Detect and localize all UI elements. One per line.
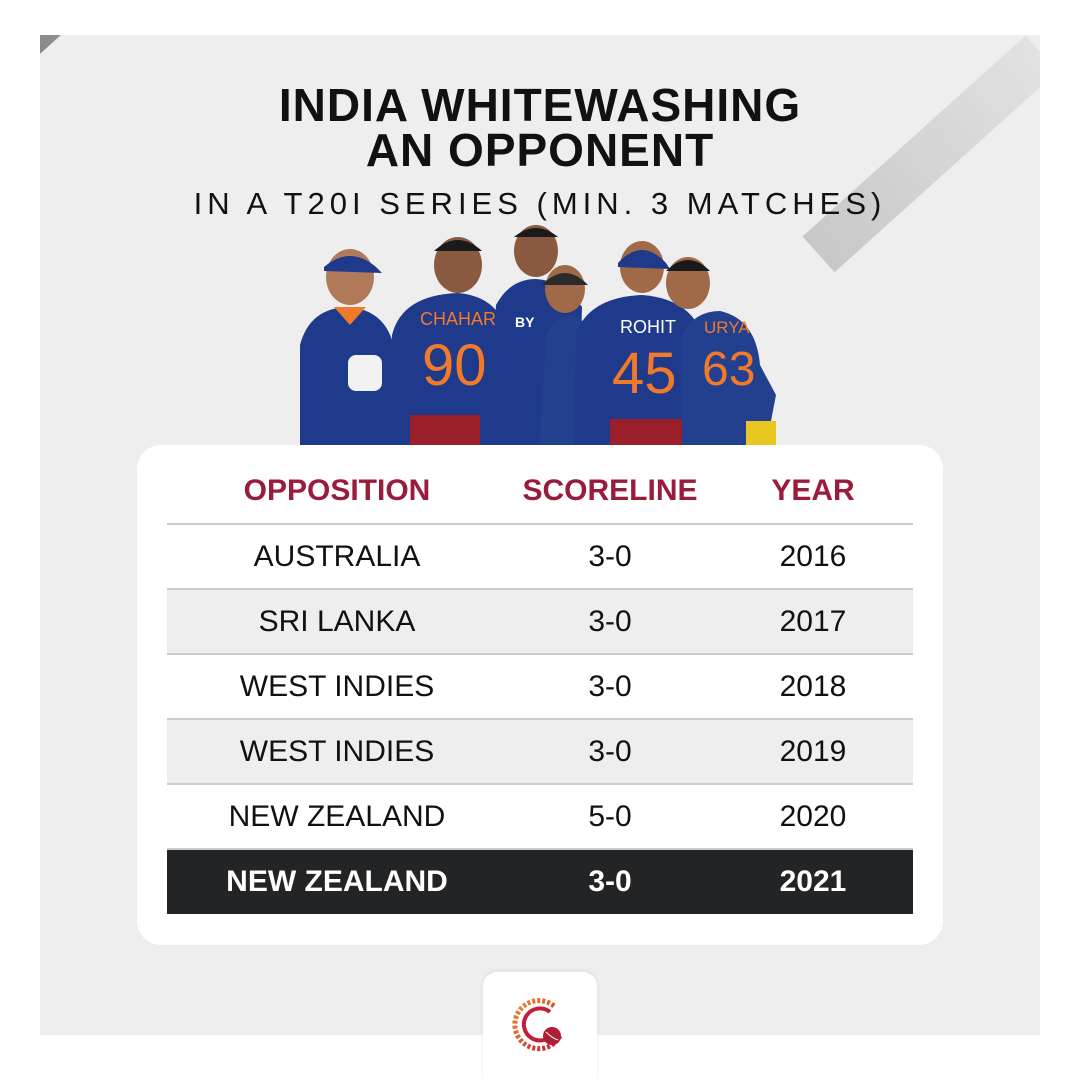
page-title: INDIA WHITEWASHING	[278, 79, 802, 131]
page-subtitle: IN A T20I SERIES (MIN. 3 MATCHES)	[193, 186, 887, 221]
table-row-highlighted: NEW ZEALAND 3-0 2021	[167, 849, 913, 914]
player-figure: URYA 63	[666, 257, 776, 447]
scoreline-cell: 3-0	[507, 719, 713, 785]
player-figure: ROHIT 45	[574, 241, 704, 447]
opposition-cell: NEW ZEALAND	[167, 849, 507, 914]
players-photo: CHAHAR 90 BY ROHIT 45 URYA 63	[300, 225, 776, 447]
player-figure	[300, 249, 394, 447]
opposition-cell: NEW ZEALAND	[167, 784, 507, 850]
table-row: AUSTRALIA 3-0 2016	[167, 524, 913, 590]
jersey-number: 45	[612, 341, 677, 406]
table-row: SRI LANKA 3-0 2017	[167, 589, 913, 655]
scoreline-cell: 3-0	[507, 589, 713, 655]
jersey-name: ROHIT	[620, 317, 676, 337]
jersey-name: CHAHAR	[420, 309, 496, 329]
player-figure: CHAHAR 90	[390, 237, 510, 447]
year-cell: 2021	[713, 849, 913, 914]
scoreline-cell: 5-0	[507, 784, 713, 850]
results-table: OPPOSITION SCORELINE YEAR AUSTRALIA 3-0 …	[167, 458, 913, 914]
opposition-cell: SRI LANKA	[167, 589, 507, 655]
scoreline-cell: 3-0	[507, 654, 713, 720]
year-cell: 2020	[713, 784, 913, 850]
cricket-ball-logo-icon	[512, 998, 563, 1052]
column-header-opposition: OPPOSITION	[167, 458, 507, 525]
table-header-row: OPPOSITION SCORELINE YEAR	[167, 458, 913, 525]
jersey-number: 90	[422, 333, 487, 398]
column-header-scoreline: SCORELINE	[507, 458, 713, 525]
table-row: NEW ZEALAND 5-0 2020	[167, 784, 913, 850]
jersey-number: 63	[702, 343, 755, 396]
year-cell: 2017	[713, 589, 913, 655]
page-title-line2: AN OPPONENT	[365, 124, 715, 176]
opposition-cell: WEST INDIES	[167, 654, 507, 720]
year-cell: 2016	[713, 524, 913, 590]
jersey-name: URYA	[704, 318, 750, 337]
scoreline-cell: 3-0	[507, 524, 713, 590]
svg-text:BY: BY	[515, 314, 535, 330]
year-cell: 2019	[713, 719, 913, 785]
table-row: WEST INDIES 3-0 2018	[167, 654, 913, 720]
opposition-cell: WEST INDIES	[167, 719, 507, 785]
column-header-year: YEAR	[713, 458, 913, 525]
opposition-cell: AUSTRALIA	[167, 524, 507, 590]
scoreline-cell: 3-0	[507, 849, 713, 914]
table-row: WEST INDIES 3-0 2019	[167, 719, 913, 785]
logo-tab	[483, 972, 597, 1080]
year-cell: 2018	[713, 654, 913, 720]
